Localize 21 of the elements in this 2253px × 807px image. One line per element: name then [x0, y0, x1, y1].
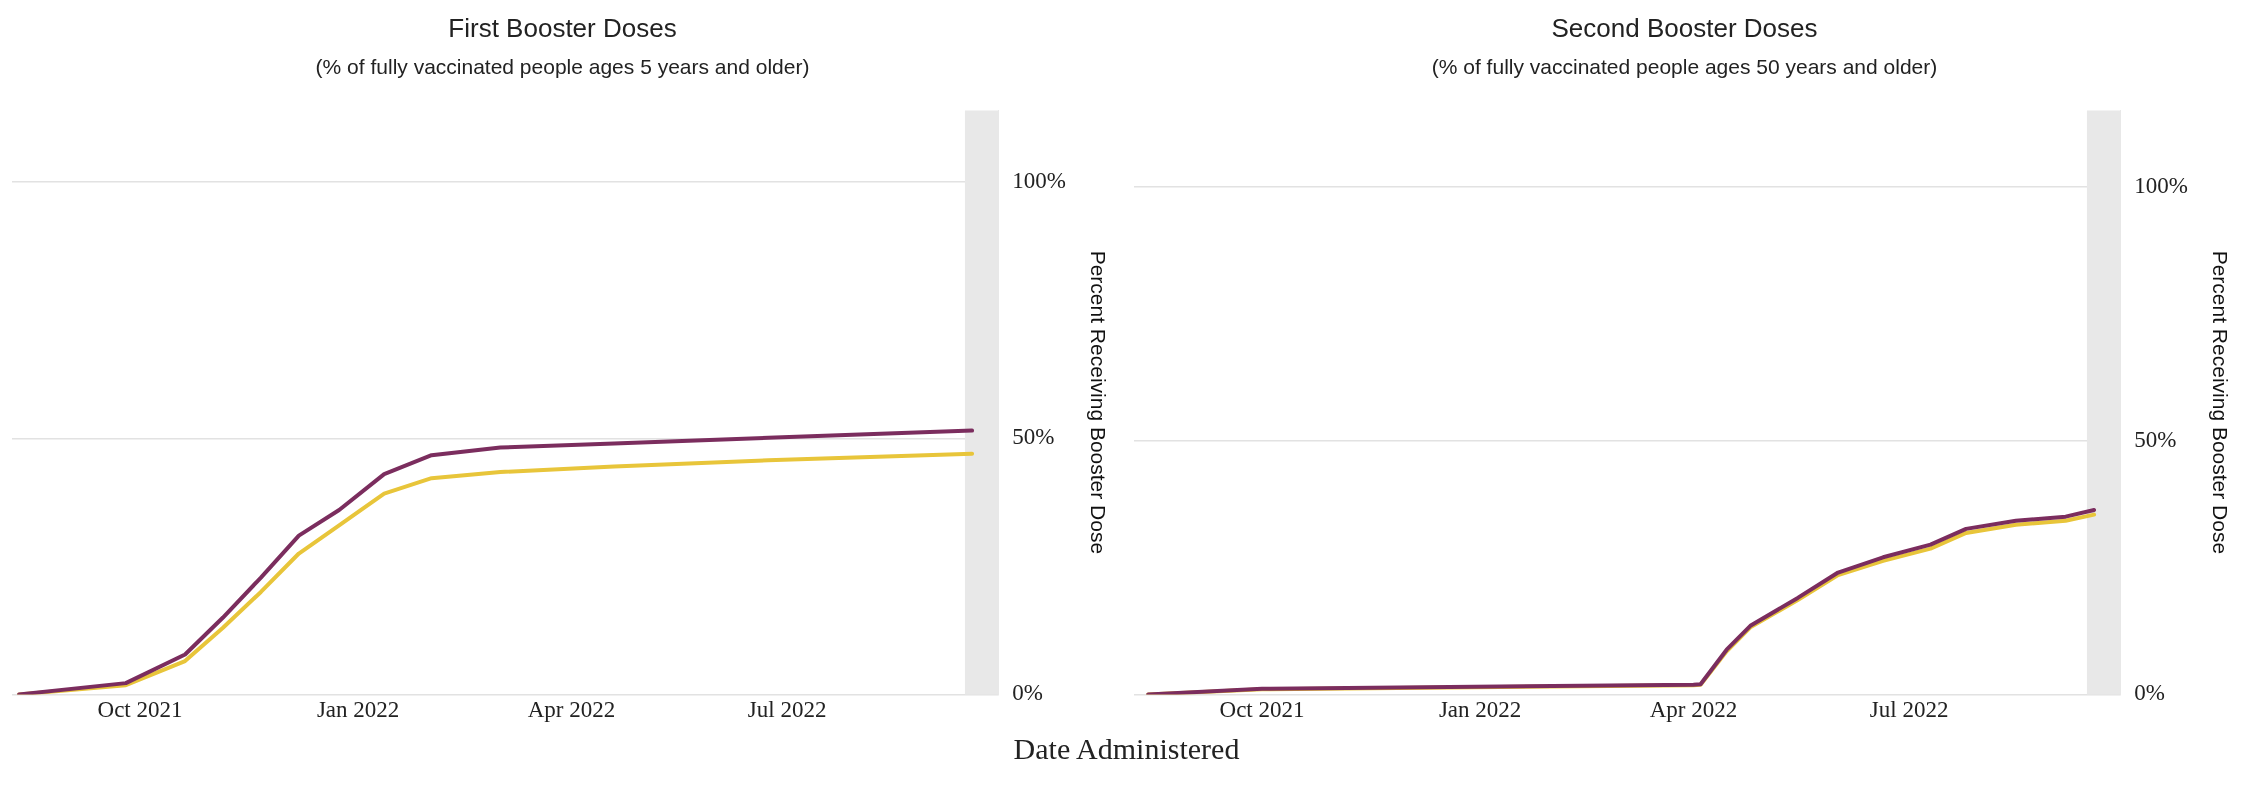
x-tick-label: Jul 2022: [747, 697, 827, 723]
y-tick-label: 100%: [2134, 172, 2188, 198]
x-axis-title: Date Administered: [1012, 732, 1241, 766]
x-tick-label: Jul 2022: [1869, 697, 1949, 723]
chart-title: First Booster Doses: [448, 12, 677, 43]
x-tick-label: Apr 2022: [527, 697, 616, 723]
chart-subtitle: (% of fully vaccinated people ages 5 years and older): [315, 54, 810, 78]
x-tick-label: Apr 2022: [1649, 697, 1738, 723]
chart-title: Second Booster Doses: [1551, 12, 1818, 43]
x-tick-label: Jan 2022: [1438, 697, 1522, 723]
x-tick-label: Oct 2021: [97, 697, 183, 723]
y-tick-label: 50%: [1012, 424, 1055, 450]
y-tick-label: 0%: [1012, 680, 1043, 706]
x-tick-label: Oct 2021: [1219, 697, 1305, 723]
y-tick-label: 0%: [2134, 680, 2165, 706]
chart-subtitle: (% of fully vaccinated people ages 50 years and older): [1431, 54, 1938, 78]
y-tick-label: 100%: [1012, 168, 1066, 194]
y-tick-label: 50%: [2134, 426, 2177, 452]
x-tick-label: Jan 2022: [316, 697, 400, 723]
y-axis-title: Percent Receiving Booster Dose: [1086, 250, 1110, 555]
y-axis-title: Percent Receiving Booster Dose: [2208, 250, 2232, 555]
